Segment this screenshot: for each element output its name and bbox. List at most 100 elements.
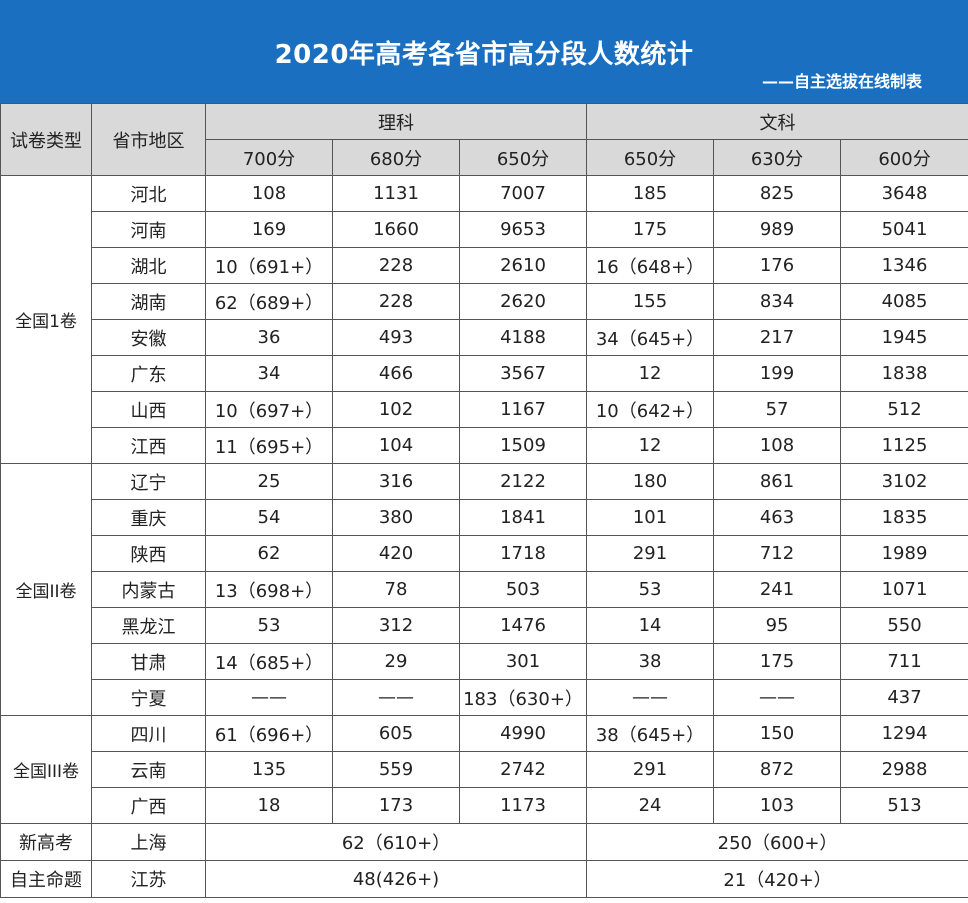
- value-cell: 301: [458, 643, 588, 680]
- value-cell: 11（695+）: [205, 427, 333, 464]
- header-liberal: 文科: [586, 103, 968, 140]
- value-cell: 834: [713, 283, 842, 320]
- value-cell: 175: [713, 643, 842, 680]
- value-cell: 10（691+）: [205, 247, 333, 284]
- region-cell: 河北: [91, 175, 206, 212]
- value-cell: 180: [586, 463, 715, 500]
- value-cell: 3648: [840, 175, 968, 212]
- value-cell: 316: [332, 463, 460, 500]
- value-cell: 712: [713, 535, 842, 572]
- table-row: 内蒙古 13（698+） 78 503 53 241 1071: [1, 571, 968, 608]
- value-cell: 420: [332, 535, 460, 572]
- value-cell: 861: [713, 463, 842, 500]
- special-row: 新高考 上海 62（610+） 250（600+）: [0, 823, 968, 861]
- value-cell: 1173: [458, 787, 588, 824]
- value-cell: 228: [332, 283, 460, 320]
- science-merged-cell: 48(426+): [204, 860, 588, 898]
- region-cell: 广西: [91, 787, 206, 824]
- value-cell: 135: [205, 751, 333, 788]
- value-cell: 380: [332, 499, 460, 536]
- liberal-merged-cell: 250（600+）: [586, 823, 968, 861]
- value-cell: 34: [205, 355, 333, 392]
- value-cell: 989: [713, 211, 842, 248]
- region-cell: 山西: [91, 391, 206, 428]
- header-sci-col: 650分: [458, 139, 588, 176]
- value-cell: 57: [713, 391, 842, 428]
- value-cell: 493: [332, 319, 460, 356]
- value-cell: ——: [332, 679, 460, 716]
- value-cell: ——: [205, 679, 333, 716]
- value-cell: 513: [840, 787, 968, 824]
- table-row: 广东 34 466 3567 12 199 1838: [1, 355, 968, 392]
- value-cell: 1838: [840, 355, 968, 392]
- table-row: 全国II卷 辽宁 25 316 2122 180 861 3102: [0, 463, 968, 716]
- table-row: 全国1卷 河北 108 1131 7007 185 825 3648: [0, 175, 968, 464]
- value-cell: 228: [332, 247, 460, 284]
- region-cell: 甘肃: [91, 643, 206, 680]
- table-row: 湖南 62（689+） 228 2620 155 834 4085: [1, 283, 968, 320]
- table-row: 陕西 62 420 1718 291 712 1989: [1, 535, 968, 572]
- value-cell: 29: [332, 643, 460, 680]
- value-cell: 1718: [458, 535, 588, 572]
- value-cell: 1167: [458, 391, 588, 428]
- header-lib-col: 600分: [840, 139, 968, 176]
- value-cell: 61（696+）: [205, 715, 333, 752]
- value-cell: 13（698+）: [205, 571, 333, 608]
- value-cell: 605: [332, 715, 460, 752]
- value-cell: 291: [586, 535, 715, 572]
- value-cell: 102: [332, 391, 460, 428]
- value-cell: 14（685+）: [205, 643, 333, 680]
- value-cell: 4085: [840, 283, 968, 320]
- value-cell: 175: [586, 211, 715, 248]
- value-cell: 4188: [458, 319, 588, 356]
- value-cell: 1509: [458, 427, 588, 464]
- value-cell: 1346: [840, 247, 968, 284]
- table-row: 江西 11（695+） 104 1509 12 108 1125: [1, 427, 968, 464]
- value-cell: 3567: [458, 355, 588, 392]
- special-row: 自主命题 江苏 48(426+) 21（420+）: [0, 860, 968, 898]
- value-cell: 38: [586, 643, 715, 680]
- value-cell: 34（645+）: [586, 319, 715, 356]
- page-subtitle: ——自主选拔在线制表: [761, 72, 922, 91]
- region-cell: 河南: [91, 211, 206, 248]
- table-row: 重庆 54 380 1841 101 463 1835: [1, 499, 968, 536]
- value-cell: 1071: [840, 571, 968, 608]
- value-cell: 1125: [840, 427, 968, 464]
- value-cell: 503: [458, 571, 588, 608]
- value-cell: 512: [840, 391, 968, 428]
- header-sci-col: 700分: [205, 139, 333, 176]
- region-cell: 辽宁: [91, 463, 206, 500]
- value-cell: 1841: [458, 499, 588, 536]
- value-cell: 2122: [458, 463, 588, 500]
- region-cell: 湖南: [91, 283, 206, 320]
- header-region: 省市地区: [91, 103, 206, 176]
- value-cell: 3102: [840, 463, 968, 500]
- value-cell: 1989: [840, 535, 968, 572]
- value-cell: 185: [586, 175, 715, 212]
- value-cell: 54: [205, 499, 333, 536]
- liberal-merged-cell: 21（420+）: [586, 860, 968, 898]
- value-cell: 5041: [840, 211, 968, 248]
- value-cell: 62: [205, 535, 333, 572]
- page-title: 2020年高考各省市高分段人数统计: [274, 40, 694, 70]
- region-cell: 云南: [91, 751, 206, 788]
- value-cell: ——: [713, 679, 842, 716]
- value-cell: 78: [332, 571, 460, 608]
- value-cell: 291: [586, 751, 715, 788]
- value-cell: ——: [586, 679, 715, 716]
- value-cell: 1660: [332, 211, 460, 248]
- region-cell: 陕西: [91, 535, 206, 572]
- value-cell: 12: [586, 427, 715, 464]
- value-cell: 18: [205, 787, 333, 824]
- header-row-1: 试卷类型 省市地区 理科 文科: [0, 103, 968, 176]
- value-cell: 2610: [458, 247, 588, 284]
- value-cell: 559: [332, 751, 460, 788]
- table-row: 河南 169 1660 9653 175 989 5041: [1, 211, 968, 248]
- value-cell: 173: [332, 787, 460, 824]
- table-row: 甘肃 14（685+） 29 301 38 175 711: [1, 643, 968, 680]
- title-banner: 2020年高考各省市高分段人数统计 ——自主选拔在线制表: [0, 0, 968, 103]
- table-row: 山西 10（697+） 102 1167 10（642+） 57 512: [1, 391, 968, 428]
- region-cell: 宁夏: [91, 679, 206, 716]
- value-cell: 103: [713, 787, 842, 824]
- value-cell: 199: [713, 355, 842, 392]
